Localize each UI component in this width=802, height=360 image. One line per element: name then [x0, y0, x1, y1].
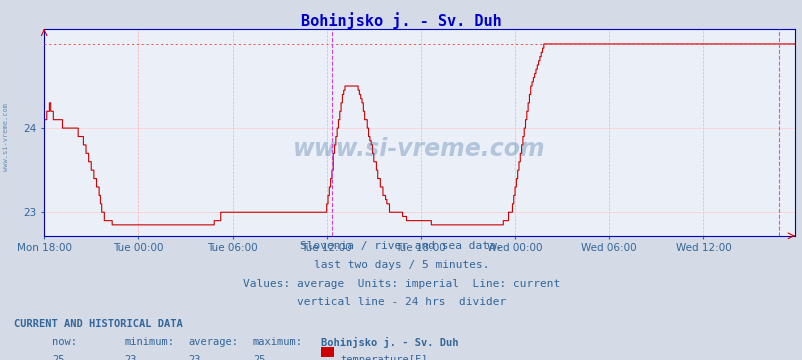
Text: 23: 23 [124, 355, 137, 360]
Text: www.si-vreme.com: www.si-vreme.com [293, 137, 545, 161]
Text: average:: average: [188, 337, 238, 347]
Text: 25: 25 [52, 355, 65, 360]
Text: temperature[F]: temperature[F] [340, 355, 427, 360]
Text: Bohinjsko j. - Sv. Duh: Bohinjsko j. - Sv. Duh [321, 337, 458, 348]
Text: Values: average  Units: imperial  Line: current: Values: average Units: imperial Line: cu… [242, 279, 560, 289]
Text: now:: now: [52, 337, 77, 347]
Text: last two days / 5 minutes.: last two days / 5 minutes. [314, 260, 488, 270]
Text: CURRENT AND HISTORICAL DATA: CURRENT AND HISTORICAL DATA [14, 319, 183, 329]
Text: 23: 23 [188, 355, 201, 360]
Text: Slovenia / river and sea data.: Slovenia / river and sea data. [300, 241, 502, 251]
Text: maximum:: maximum: [253, 337, 302, 347]
Text: 25: 25 [253, 355, 265, 360]
Text: www.si-vreme.com: www.si-vreme.com [3, 103, 10, 171]
Text: Bohinjsko j. - Sv. Duh: Bohinjsko j. - Sv. Duh [301, 13, 501, 30]
Text: minimum:: minimum: [124, 337, 174, 347]
Text: vertical line - 24 hrs  divider: vertical line - 24 hrs divider [297, 297, 505, 307]
